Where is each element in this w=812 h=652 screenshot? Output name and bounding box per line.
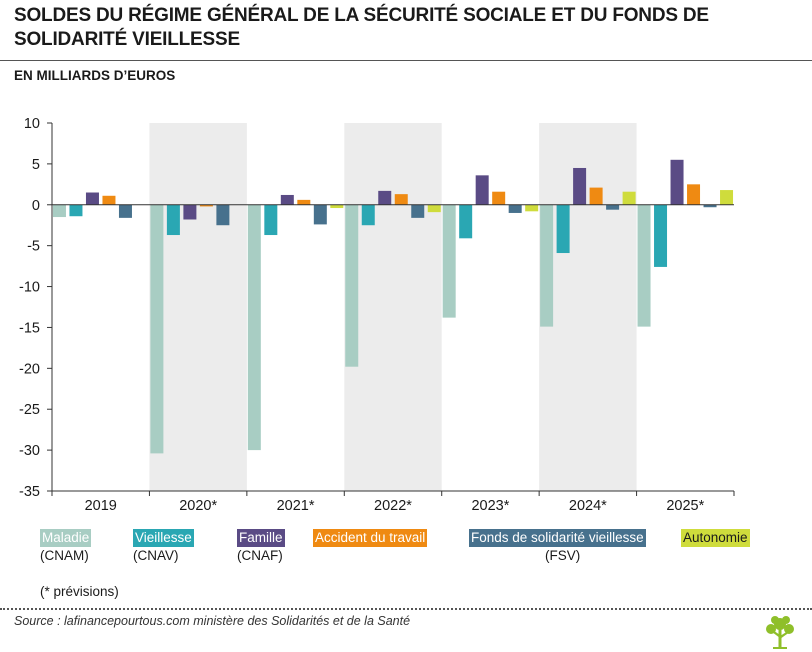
bar-fonds-de-solidarit-vieillesse-2021 — [313, 204, 327, 225]
bar-fonds-de-solidarit-vieillesse-2024 — [606, 204, 620, 210]
y-tick-label: 5 — [32, 157, 40, 173]
x-tick-label: 2022* — [374, 498, 412, 514]
legend-sublabel: (CNAF) — [237, 548, 283, 563]
bar-maladie-2025 — [637, 204, 651, 327]
bar-famille-2019 — [85, 192, 99, 205]
unit-label: EN MILLIARDS D’EUROS — [14, 68, 176, 83]
bar-fonds-de-solidarit-vieillesse-2025 — [703, 204, 717, 208]
shaded-band — [149, 123, 247, 491]
bar-accident-du-travail-2022 — [394, 194, 408, 205]
bar-fonds-de-solidarit-vieillesse-2022 — [411, 204, 425, 218]
bar-chart: 10 5 0 -5 -10 -15 -20 -25 -30 -35 2019 2020* 2021* 20… — [19, 116, 735, 514]
source-text: Source : lafinancepourtous.com ministère… — [14, 614, 411, 628]
legend-sublabel: (CNAV) — [133, 548, 179, 563]
y-tick-label: 10 — [24, 116, 40, 132]
dotted-divider — [0, 608, 812, 610]
legend-swatch-label: Maladie — [40, 529, 92, 547]
y-tick-label: -20 — [19, 361, 40, 377]
y-tick-label: -35 — [19, 484, 40, 500]
bar-accident-du-travail-2020 — [199, 204, 213, 207]
legend-item: Fonds de solidarité vieillesse (FSV) — [469, 529, 646, 565]
bar-fonds-de-solidarit-vieillesse-2020 — [216, 204, 230, 226]
legend-item: Famille (CNAF) — [237, 529, 285, 565]
bar-famille-2021 — [280, 194, 294, 205]
bar-maladie-2022 — [345, 204, 359, 367]
bar-accident-du-travail-2019 — [102, 195, 116, 205]
bar-autonomie-2023 — [525, 204, 539, 212]
title-divider — [0, 60, 812, 61]
chart-title: SOLDES DU RÉGIME GÉNÉRAL DE LA SÉCURITÉ … — [14, 5, 709, 50]
bar-autonomie-2022 — [427, 204, 441, 213]
bar-famille-2023 — [475, 175, 489, 205]
tree-logo-icon — [766, 616, 794, 649]
bar-famille-2025 — [670, 159, 684, 205]
y-tick-label: -10 — [19, 280, 40, 296]
bar-accident-du-travail-2023 — [492, 191, 506, 205]
bar-fonds-de-solidarit-vieillesse-2023 — [508, 204, 522, 213]
bar-famille-2022 — [378, 190, 392, 205]
bar-maladie-2019 — [52, 204, 66, 218]
y-tick-label: 0 — [32, 198, 40, 214]
bar-fonds-de-solidarit-vieillesse-2019 — [118, 204, 132, 218]
legend-item: Autonomie — [681, 529, 750, 547]
legend-swatch-label: Accident du travail — [313, 529, 428, 547]
x-tick-label: 2024* — [569, 498, 607, 514]
y-tick-label: -30 — [19, 443, 40, 459]
legend-swatch-label: Vieillesse — [133, 529, 194, 547]
y-tick-label: -15 — [19, 320, 40, 336]
legend-item: Accident du travail — [313, 529, 428, 547]
y-tick-label: -5 — [27, 239, 40, 255]
bar-maladie-2020 — [150, 204, 164, 454]
x-tick-label: 2019 — [85, 498, 117, 514]
x-tick-label: 2023* — [471, 498, 509, 514]
legend-swatch-label: Autonomie — [681, 529, 750, 547]
legend-sublabel: (FSV) — [545, 548, 581, 563]
bar-maladie-2023 — [442, 204, 456, 318]
bar-famille-2024 — [573, 167, 587, 205]
bar-maladie-2021 — [247, 204, 261, 451]
bar-vieillesse-2019 — [69, 204, 83, 217]
bar-autonomie-2025 — [720, 190, 734, 205]
forecast-note: (* prévisions) — [40, 584, 119, 599]
bar-vieillesse-2021 — [264, 204, 278, 236]
shaded-band — [344, 123, 442, 491]
bar-vieillesse-2020 — [166, 204, 180, 236]
bar-vieillesse-2025 — [654, 204, 668, 267]
bar-accident-du-travail-2024 — [589, 187, 603, 205]
bar-maladie-2024 — [540, 204, 554, 327]
legend-swatch-label: Famille — [237, 529, 285, 547]
bar-autonomie-2021 — [330, 204, 344, 209]
bar-autonomie-2024 — [622, 191, 636, 205]
legend-swatch-label: Fonds de solidarité vieillesse — [469, 529, 646, 547]
bar-vieillesse-2023 — [459, 204, 473, 239]
legend-item: Maladie (CNAM) — [40, 529, 92, 565]
legend-item: Vieillesse (CNAV) — [133, 529, 194, 565]
x-tick-label: 2025* — [666, 498, 704, 514]
x-tick-label: 2021* — [277, 498, 315, 514]
bar-accident-du-travail-2025 — [687, 184, 701, 205]
bar-vieillesse-2024 — [556, 204, 570, 254]
bar-vieillesse-2022 — [361, 204, 375, 226]
bar-accident-du-travail-2021 — [297, 199, 311, 205]
bar-famille-2020 — [183, 204, 197, 220]
y-tick-label: -25 — [19, 402, 40, 418]
legend-sublabel: (CNAM) — [40, 548, 89, 563]
x-tick-label: 2020* — [179, 498, 217, 514]
shaded-band — [539, 123, 637, 491]
